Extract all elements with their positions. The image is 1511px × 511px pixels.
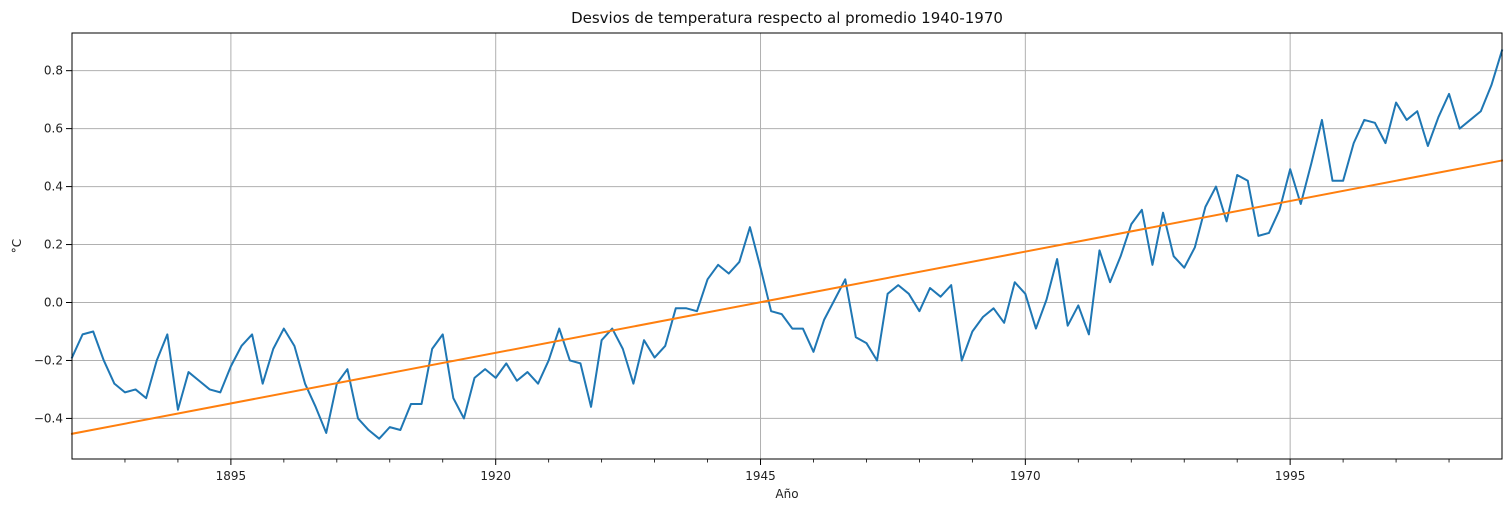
temperature-anomaly-line [70, 49, 1504, 440]
y-axis-label: °C [10, 239, 24, 253]
series-layer [70, 49, 1504, 440]
grid-lines [72, 33, 1502, 459]
y-tick-label: 0.6 [44, 122, 63, 136]
plot-frame [71, 32, 1503, 460]
y-tick-label: 0.2 [44, 238, 63, 252]
x-tick-label: 1995 [1275, 469, 1306, 483]
chart-title: Desvios de temperatura respecto al prome… [571, 9, 1003, 27]
y-tick-label: 0.4 [44, 180, 63, 194]
x-tick-label: 1945 [745, 469, 776, 483]
trend-line [70, 159, 1504, 435]
y-tick-label: −0.2 [34, 353, 63, 367]
x-tick-label: 1920 [480, 469, 511, 483]
x-axis-label: Año [775, 487, 798, 501]
y-axis: −0.4 −0.2 0.0 0.2 0.4 0.6 0.8 [34, 64, 72, 425]
y-tick-label: 0.8 [44, 64, 63, 78]
x-tick-label: 1895 [216, 469, 247, 483]
y-tick-label: −0.4 [34, 411, 63, 425]
x-tick-label: 1970 [1010, 469, 1041, 483]
x-axis: 1895 1920 1945 1970 1995 [124, 459, 1450, 483]
y-tick-label: 0.0 [44, 296, 63, 310]
